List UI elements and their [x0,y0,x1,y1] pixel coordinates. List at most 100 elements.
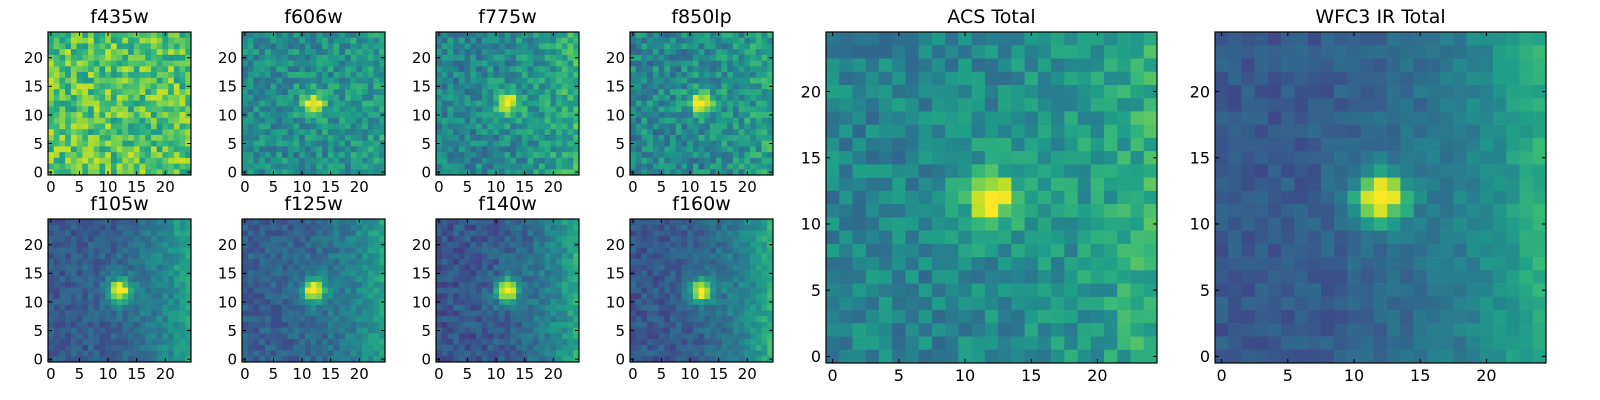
heatmap-cell [185,264,192,271]
heatmap-cell [162,321,169,329]
heatmap-cell [247,356,254,363]
heatmap-cell [527,310,534,317]
heatmap-cell [670,100,677,107]
heatmap-cell [276,219,283,226]
heatmap-cell [481,253,488,260]
heatmap-cell [116,316,123,323]
heatmap-cell [270,49,277,56]
heatmap-cell [350,60,357,67]
heatmap-cell [715,129,722,136]
heatmap-cell [162,247,169,254]
heatmap-cell [76,350,83,357]
heatmap-cell [710,37,717,44]
heatmap-cell [128,32,135,39]
heatmap-cell [447,37,454,44]
heatmap-cell [750,43,757,50]
heatmap-cell [647,169,654,176]
heatmap-cell [264,100,271,107]
heatmap-cell [721,112,728,119]
heatmap-cell [458,169,465,176]
heatmap-cell [162,89,169,96]
heatmap-cell [664,169,671,176]
heatmap-cell [379,276,386,283]
heatmap-cell [750,117,757,124]
heatmap-cell [322,253,329,260]
heatmap-cell [145,287,152,294]
heatmap-cell [282,32,289,39]
heatmap-cell [436,310,443,317]
heatmap-cell [310,77,317,84]
heatmap-cell [498,100,505,107]
heatmap-cell [179,339,186,346]
heatmap-cell [704,299,711,306]
heatmap-cell [99,49,106,56]
heatmap-cell [493,321,500,329]
heatmap-cell [692,112,699,119]
heatmap-cell [687,299,694,306]
heatmap-cell [70,310,77,317]
heatmap-cell [647,77,654,84]
heatmap-cell [70,350,77,357]
axes-frame [47,31,192,176]
heatmap-cell [681,259,688,266]
heatmap-cell [179,230,186,237]
heatmap-cell [458,264,465,271]
heatmap-cell [527,169,534,176]
heatmap-cell [327,316,334,323]
heatmap-cell [550,276,557,283]
heatmap-cell [441,83,448,90]
heatmap-cell [692,293,699,300]
heatmap-cell [527,100,534,107]
heatmap-cell [293,94,300,101]
heatmap-cell [458,72,465,79]
heatmap-cell [316,163,323,170]
heatmap-cell [658,163,665,170]
heatmap-cell [738,224,745,231]
heatmap-cell [253,219,260,226]
heatmap-cell [658,230,665,237]
heatmap-cell [658,264,665,271]
heatmap-cell [356,264,363,271]
heatmap-cell [316,264,323,271]
heatmap-cell [692,100,699,107]
heatmap-cell [270,281,277,288]
heatmap-cell [504,37,511,44]
heatmap-cell [441,350,448,357]
heatmap-cell [670,32,677,39]
heatmap-cell [470,157,477,164]
heatmap-cell [504,241,511,248]
heatmap-cell [573,236,580,243]
heatmap-cell [179,77,186,84]
heatmap-cell [350,270,357,277]
heatmap-cell [692,241,699,248]
heatmap-cell [493,287,500,294]
heatmap-cell [339,299,346,306]
heatmap-cell [630,236,637,243]
heatmap-cell [350,281,357,288]
y-tick-label: 0 [421,164,431,182]
heatmap-cell [373,230,380,237]
heatmap-cell [322,304,329,311]
heatmap-cell [464,224,471,231]
heatmap-cell [110,253,117,260]
heatmap-cell [287,236,294,243]
heatmap-cell [556,106,563,113]
heatmap-cell [658,276,665,283]
heatmap-cell [53,54,60,61]
heatmap-cell [88,146,95,153]
heatmap-cell [93,123,100,130]
heatmap-cell [487,253,494,260]
heatmap-cell [521,89,528,96]
heatmap-cell [344,230,352,237]
heatmap-cell [510,304,517,311]
heatmap-cell [510,321,517,329]
heatmap-cell [647,117,654,124]
heatmap-cell [310,54,317,61]
heatmap-cell [567,37,574,44]
heatmap-cell [264,224,271,231]
heatmap-cell [168,152,175,159]
heatmap-cell [493,264,500,271]
heatmap-cell [76,241,83,248]
heatmap-cell [533,327,540,334]
heatmap-cell [373,350,380,357]
